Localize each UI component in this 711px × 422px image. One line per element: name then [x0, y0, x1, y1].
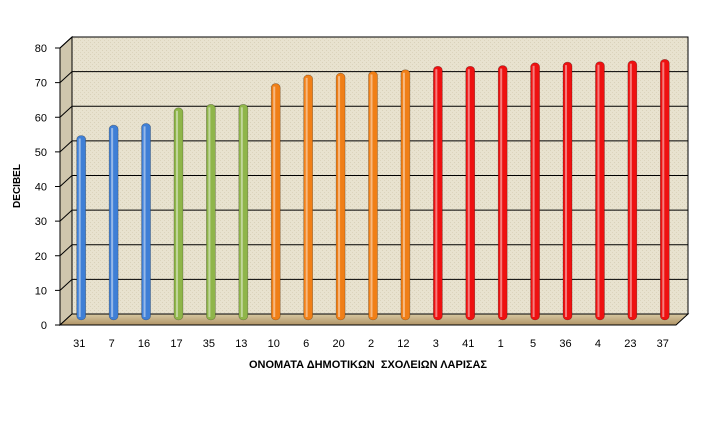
bar-highlight [240, 107, 243, 317]
bar-highlight [662, 62, 665, 317]
bar-highlight [338, 76, 341, 317]
x-tick-label: 17 [170, 338, 182, 350]
bar-highlight [402, 72, 405, 317]
x-tick-label: 7 [109, 338, 115, 350]
bar-highlight [305, 77, 308, 317]
gridline-side [59, 244, 73, 257]
bar [659, 59, 670, 321]
bar [433, 65, 443, 321]
bar-highlight [78, 138, 81, 317]
bar [465, 65, 476, 321]
y-tick-label: 60 [35, 112, 47, 124]
bar-highlight [370, 74, 373, 318]
x-tick-label: 16 [138, 338, 150, 350]
gridline-side [59, 175, 73, 187]
bar [530, 62, 540, 321]
x-axis-ticks: 31 7 16 17 35 13 10 6 20 2 12 3 41 1 5 36 4 23 37 [73, 338, 669, 350]
gridline-side [59, 36, 73, 49]
x-tick-label: 13 [235, 338, 247, 350]
bar-highlight [532, 65, 535, 318]
bar-highlight [175, 110, 178, 317]
bar [400, 69, 411, 321]
bar-highlight [111, 128, 114, 317]
bar-highlight [565, 65, 568, 318]
x-tick-label: 12 [397, 338, 409, 350]
x-tick-label: 10 [268, 338, 280, 350]
x-tick-label: 3 [433, 338, 439, 350]
bar [173, 107, 184, 321]
y-tick-label: 0 [41, 320, 47, 332]
bar-highlight [629, 63, 632, 318]
bar [76, 135, 87, 321]
x-tick-label: 2 [368, 338, 374, 350]
bar-highlight [500, 68, 503, 317]
y-tick-label: 50 [35, 147, 47, 159]
gridline-side [59, 71, 73, 83]
y-tick-label: 30 [35, 216, 47, 228]
x-tick-label: 36 [559, 338, 571, 350]
bar-highlight [435, 69, 438, 317]
x-tick-label: 6 [303, 338, 309, 350]
x-tick-label: 35 [203, 338, 215, 350]
y-axis-ticks: 0 10 20 30 40 50 60 70 80 [35, 43, 60, 332]
x-tick-label: 4 [595, 338, 601, 350]
x-tick-label: 23 [624, 338, 636, 350]
gridline-side [59, 140, 73, 153]
gridline-side [59, 279, 73, 291]
bar [335, 72, 346, 321]
x-tick-label: 31 [73, 338, 85, 350]
x-tick-label: 41 [462, 338, 474, 350]
x-tick-label: 20 [332, 338, 344, 350]
bar [141, 123, 151, 321]
bar-highlight [597, 64, 600, 317]
y-tick-label: 40 [35, 182, 47, 194]
y-tick-label: 80 [35, 43, 47, 55]
x-tick-label: 5 [530, 338, 536, 350]
bar-highlight [273, 86, 276, 317]
bar [368, 71, 378, 321]
bar [108, 124, 119, 321]
y-tick-label: 10 [35, 285, 47, 297]
bar [595, 61, 605, 321]
bar [627, 60, 638, 321]
x-axis-label: ΟΝΟΜΑΤΑ ΔΗΜΟΤΙΚΩΝ ΣΧΟΛΕΙΩΝ ΛΑΡΙΣΑΣ [249, 359, 487, 371]
bar-highlight [467, 69, 470, 317]
bar-highlight [143, 126, 146, 318]
bar [238, 104, 249, 321]
gridline-side [59, 209, 73, 222]
gridline-side [59, 105, 73, 118]
y-tick-label: 70 [35, 78, 47, 90]
bars [76, 59, 670, 321]
bar [303, 74, 313, 321]
bar [206, 104, 216, 321]
x-tick-label: 1 [498, 338, 504, 350]
y-tick-label: 20 [35, 251, 47, 263]
bar [497, 65, 508, 321]
x-tick-label: 37 [657, 338, 669, 350]
bar-highlight [208, 107, 211, 317]
y-axis-label: DECIBEL [12, 164, 23, 208]
bar [270, 83, 281, 321]
bar [562, 61, 573, 321]
